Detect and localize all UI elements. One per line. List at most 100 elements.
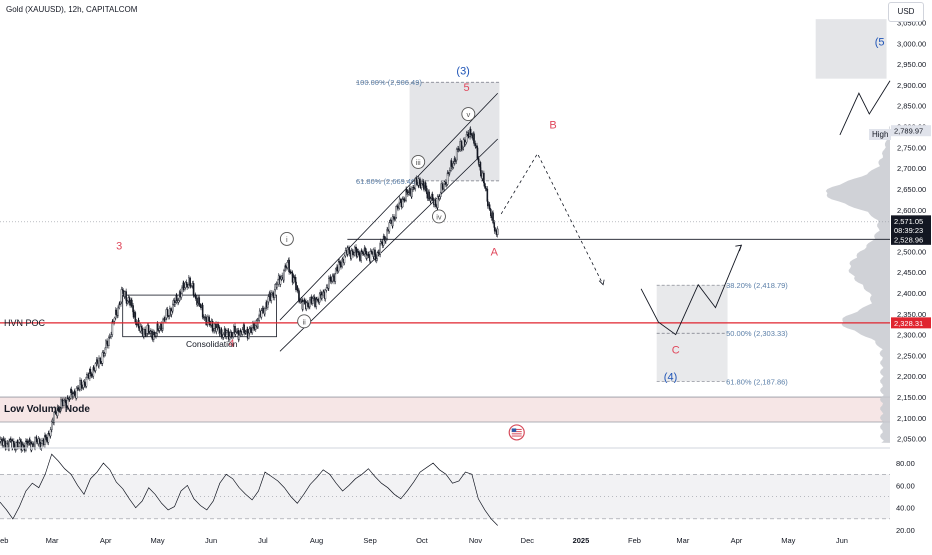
time-tick: Apr [100,536,112,545]
candle-body [364,247,366,252]
candle-body [63,399,66,401]
us-flag-icon [508,424,525,441]
candle-body [417,178,420,186]
time-tick: Feb [628,536,641,545]
candle-body [374,254,377,261]
wave-label-4: 4 [229,338,235,350]
consolidation-box [122,294,277,338]
candle-body [395,206,398,218]
candle-body [348,249,351,254]
candle-body [219,333,221,335]
candle-body [213,323,216,329]
candle-body [51,419,54,422]
candle-body [423,184,425,190]
candle-body [350,250,353,259]
candle-body [91,375,93,378]
candle-body [172,300,175,305]
projection-path [500,152,604,285]
volume-profile [825,126,890,443]
zigzag-path [640,244,742,336]
candle-body [189,285,192,287]
candle-body [29,439,31,443]
candle-body [151,337,154,340]
candle-body [49,429,52,437]
candle-body [473,133,475,144]
candle-body [495,230,498,235]
candle-body [443,181,446,184]
candle-body [360,250,363,253]
candle-body [127,297,130,302]
countdown-badge-bg [891,224,931,236]
candle-body [103,353,105,356]
wave-label-iv: iv [436,212,442,221]
last-price-badge-bg [891,215,931,227]
candle-body [398,198,401,204]
candle-body [416,181,418,185]
candle-body [353,246,356,253]
candle-body [22,443,24,446]
price-tick: 2,450.00 [897,268,926,277]
candle-body [450,160,453,167]
candle-body [143,329,145,337]
time-tick: Aug [310,536,323,545]
candle-body [25,440,28,443]
candle-body [246,329,249,339]
candle-body [132,311,135,318]
wave-label-B: B [549,120,556,132]
price-tick: 2,350.00 [897,310,926,319]
high-badge: High [869,129,892,140]
candle-body [331,275,334,282]
candle-body [267,296,270,303]
candle-body [424,182,427,189]
candle-body [478,162,480,165]
candle-body [279,279,282,285]
candle-body [412,187,415,189]
candle-body [27,443,29,445]
candle-body [37,438,40,444]
candle-body [41,440,43,444]
candle-body [99,361,102,364]
currency-button[interactable]: USD [888,2,924,22]
wave-label-iii: iii [416,158,421,167]
channel-line-0 [279,92,498,321]
candle-body [182,282,185,290]
countdown-badge: 08:39:23 [894,226,923,235]
candle-body [46,440,48,443]
candle-body [53,412,55,423]
candle-body [55,411,57,413]
candle-body [341,259,344,261]
candle-body [60,399,62,409]
candle-body [431,194,434,201]
hvn-poc-price-badge: 2,328.31 [894,319,923,328]
candle-body [490,215,493,218]
wave-label-C: C [672,344,680,356]
wave-label-ii: ii [302,317,306,326]
candle-body [322,291,325,293]
candle-body [276,284,278,288]
candle-body [312,296,315,299]
fib-label-2: 38.20% (2,418.79) [726,281,788,290]
candle-body [383,235,385,240]
us-flag-canton [511,428,517,432]
candle-body [169,308,171,316]
time-tick: Mar [676,536,689,545]
candle-body [200,306,202,308]
candle-body [158,328,161,331]
candle-body [264,308,266,315]
candle-body [430,198,432,202]
candle-body [160,323,163,331]
candle-body [44,435,47,438]
candle-body [404,199,406,201]
candle-body [272,293,275,298]
wave-5-target-box [815,19,887,79]
candle-body [198,297,201,305]
time-tick: Sep [363,536,376,545]
zigzag-arrowhead [735,244,743,252]
candle-body [257,320,259,328]
candle-body [409,188,411,194]
candle-body [252,323,254,328]
candle-body [480,170,482,177]
candle-body [390,219,392,222]
candle-body [13,443,16,448]
